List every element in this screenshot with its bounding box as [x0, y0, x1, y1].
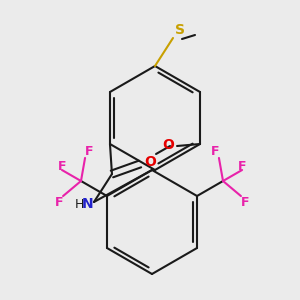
Text: F: F: [241, 196, 249, 209]
Text: S: S: [175, 23, 185, 37]
Text: H: H: [75, 197, 84, 211]
Text: O: O: [162, 138, 174, 152]
Text: F: F: [55, 196, 63, 209]
Text: F: F: [211, 145, 219, 158]
Text: F: F: [238, 160, 246, 172]
Text: O: O: [144, 155, 156, 169]
Text: N: N: [81, 197, 93, 211]
Text: F: F: [58, 160, 66, 172]
Text: F: F: [85, 145, 93, 158]
